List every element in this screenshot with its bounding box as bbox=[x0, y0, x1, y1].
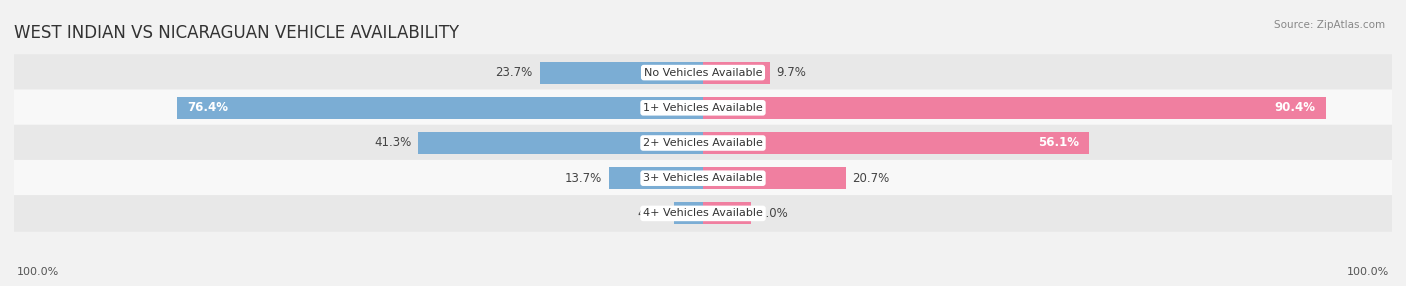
Bar bbox=[703, 167, 845, 189]
Text: 23.7%: 23.7% bbox=[495, 66, 533, 79]
Text: WEST INDIAN VS NICARAGUAN VEHICLE AVAILABILITY: WEST INDIAN VS NICARAGUAN VEHICLE AVAILA… bbox=[14, 23, 460, 41]
Bar bbox=[419, 132, 703, 154]
Text: 20.7%: 20.7% bbox=[852, 172, 890, 185]
Text: 76.4%: 76.4% bbox=[187, 101, 228, 114]
FancyBboxPatch shape bbox=[7, 90, 1399, 126]
Bar bbox=[703, 97, 1326, 119]
Text: 4+ Vehicles Available: 4+ Vehicles Available bbox=[643, 208, 763, 219]
Bar bbox=[177, 97, 703, 119]
Text: 13.7%: 13.7% bbox=[564, 172, 602, 185]
FancyBboxPatch shape bbox=[7, 160, 1399, 196]
Text: Source: ZipAtlas.com: Source: ZipAtlas.com bbox=[1274, 20, 1385, 30]
Text: 7.0%: 7.0% bbox=[758, 207, 787, 220]
Text: 41.3%: 41.3% bbox=[374, 136, 412, 150]
Text: 1+ Vehicles Available: 1+ Vehicles Available bbox=[643, 103, 763, 113]
Text: 3+ Vehicles Available: 3+ Vehicles Available bbox=[643, 173, 763, 183]
Text: 56.1%: 56.1% bbox=[1038, 136, 1080, 150]
FancyBboxPatch shape bbox=[7, 54, 1399, 91]
Bar bbox=[703, 62, 770, 84]
FancyBboxPatch shape bbox=[7, 195, 1399, 232]
FancyBboxPatch shape bbox=[7, 125, 1399, 161]
Text: 100.0%: 100.0% bbox=[17, 267, 59, 277]
Bar bbox=[703, 202, 751, 224]
Text: 4.2%: 4.2% bbox=[637, 207, 668, 220]
Bar bbox=[540, 62, 703, 84]
Bar bbox=[609, 167, 703, 189]
Text: 100.0%: 100.0% bbox=[1347, 267, 1389, 277]
Bar bbox=[673, 202, 703, 224]
Text: 90.4%: 90.4% bbox=[1274, 101, 1316, 114]
Text: 9.7%: 9.7% bbox=[776, 66, 807, 79]
Text: No Vehicles Available: No Vehicles Available bbox=[644, 67, 762, 78]
Text: 2+ Vehicles Available: 2+ Vehicles Available bbox=[643, 138, 763, 148]
Bar bbox=[703, 132, 1090, 154]
